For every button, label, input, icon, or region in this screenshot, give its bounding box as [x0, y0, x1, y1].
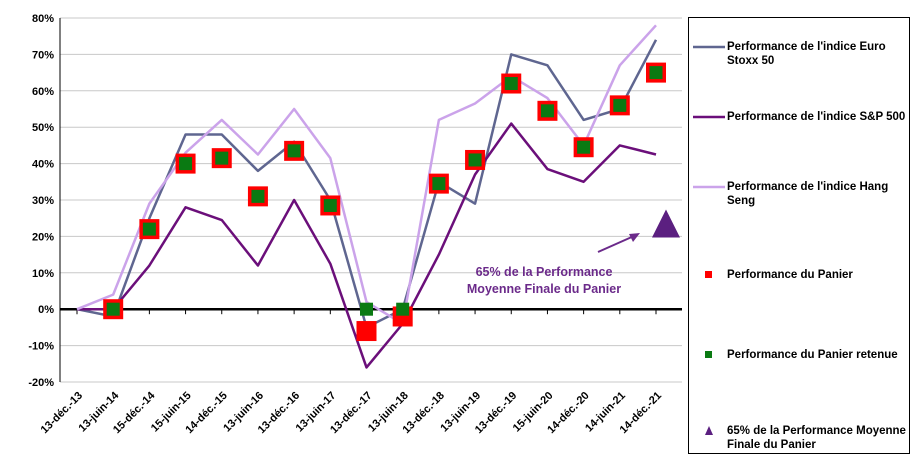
annotation-arrowhead [629, 233, 640, 242]
marker-square [356, 321, 377, 342]
legend-label: Performance du Panier [727, 269, 853, 281]
y-tick-label: 30% [32, 195, 54, 207]
marker-square-small [106, 302, 120, 316]
chart: -20% -10% 0% 10% 20% 30% 40% 50% 60% 70% 80% 13-déc… [28, 13, 682, 437]
legend-label: Performance de l'indice S&P 500 [727, 111, 906, 123]
legend-symbol [693, 185, 725, 189]
marker-square-small [577, 140, 591, 154]
y-tick-label: 50% [32, 122, 54, 134]
marker-square-small [179, 157, 193, 171]
marker-square-small [215, 151, 229, 165]
legend-symbol [705, 271, 712, 278]
marker-square-small [613, 98, 627, 112]
annotation-arrow [597, 235, 635, 253]
legend-label: Performance du Panier retenue [727, 349, 898, 361]
y-tick-label: 10% [32, 268, 54, 280]
y-tick-label: 80% [32, 13, 54, 25]
y-tick-label: 40% [32, 159, 54, 171]
annotation: Moyenne Finale du Panier [467, 282, 621, 296]
y-tick-label: 0% [38, 304, 54, 316]
marker-square-small [142, 222, 156, 236]
marker-square-small [251, 189, 265, 203]
legend-symbol [693, 45, 725, 49]
marker-square-small [287, 144, 301, 158]
marker-square-small [468, 153, 482, 167]
marker-square-small [432, 177, 446, 191]
legend-symbol [693, 115, 725, 119]
annotation: 65% de la Performance [476, 265, 613, 279]
marker-square-small [396, 302, 410, 316]
legend-label: Performance de l'indice Hang Seng [727, 181, 889, 207]
marker-square-small [540, 104, 554, 118]
marker-square-small [649, 66, 663, 80]
legend-triangle [705, 426, 713, 435]
marker-square-small [360, 302, 373, 316]
legend-square [705, 351, 712, 358]
y-tick-label: -20% [28, 377, 54, 389]
legend-symbol [705, 426, 713, 435]
legend: Performance de l'indice Euro Stoxx 50 Per… [688, 17, 910, 454]
y-tick-label: 60% [32, 86, 54, 98]
legend-label: 65% de la Performance Moyenne Finale du … [727, 425, 906, 451]
x-tick-label: 13-déc.-13 [39, 390, 86, 437]
marker-square-small [323, 198, 337, 212]
series-line [77, 122, 657, 369]
legend-label: Performance de l'indice Euro Stoxx 50 [727, 41, 886, 67]
marker-square-small [504, 77, 518, 91]
y-tick-label: -10% [28, 341, 54, 353]
series-line [76, 24, 657, 326]
legend-square [705, 271, 712, 278]
y-tick-label: 70% [32, 49, 54, 61]
legend-symbol [705, 351, 712, 358]
marker-triangle [652, 209, 680, 238]
y-tick-label: 20% [32, 231, 54, 243]
